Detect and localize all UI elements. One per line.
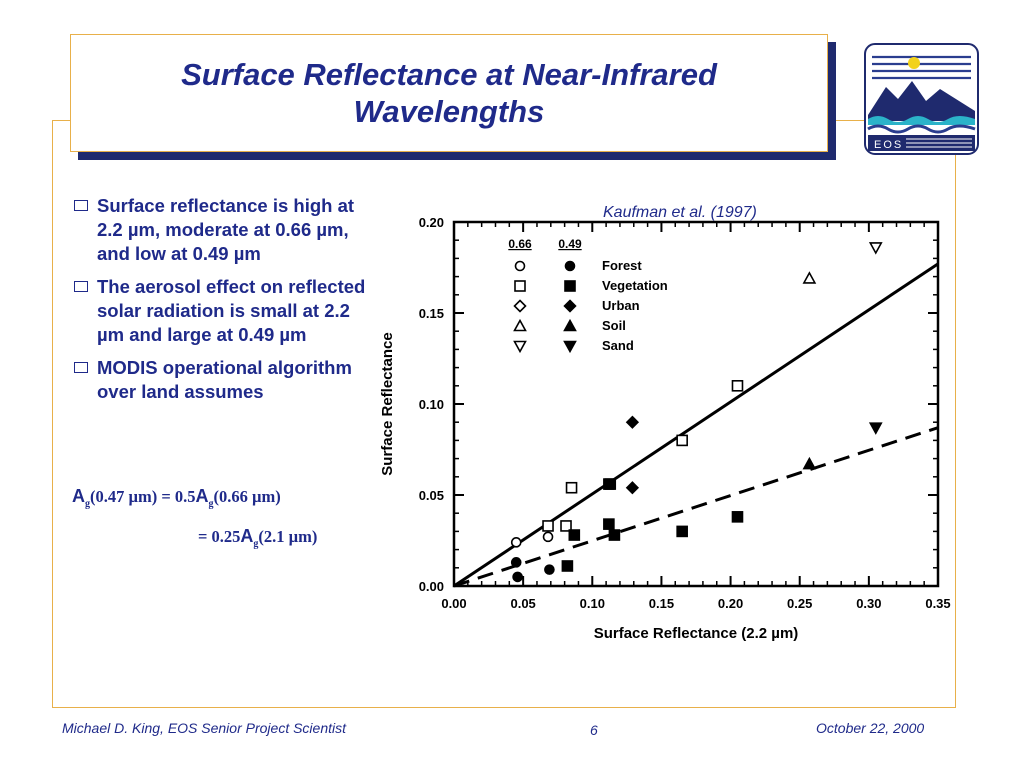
legend-marker bbox=[513, 299, 527, 313]
citation: Kaufman et al. (1997) bbox=[603, 204, 757, 221]
data-point bbox=[542, 531, 554, 543]
data-point bbox=[544, 564, 555, 575]
data-point bbox=[608, 529, 621, 541]
data-point bbox=[565, 481, 578, 494]
legend-label: Sand bbox=[602, 338, 634, 353]
bullet-text: Surface reflectance is high at 2.2 µm, m… bbox=[97, 195, 355, 264]
data-point bbox=[868, 422, 883, 435]
legend-label: Urban bbox=[602, 298, 640, 313]
y-tick-label: 0.15 bbox=[419, 306, 444, 321]
data-point bbox=[802, 271, 817, 284]
legend-marker bbox=[513, 340, 527, 354]
bullet-item: MODIS operational algorithm over land as… bbox=[72, 356, 372, 404]
legend-marker bbox=[564, 280, 576, 292]
bullet-item: The aerosol effect on reflected solar ra… bbox=[72, 275, 372, 347]
title-box: Surface Reflectance at Near-Infrared Wav… bbox=[70, 34, 828, 152]
legend-marker bbox=[564, 260, 576, 272]
legend-header: 0.49 bbox=[558, 237, 582, 251]
data-point bbox=[676, 525, 688, 538]
y-axis-label: Surface Reflectance bbox=[379, 332, 396, 475]
data-point bbox=[510, 557, 522, 568]
bullet-box-icon bbox=[74, 362, 88, 373]
bullet-text: The aerosol effect on reflected solar ra… bbox=[97, 276, 366, 345]
data-point bbox=[542, 520, 554, 532]
legend-label: Soil bbox=[602, 318, 626, 333]
y-tick-label: 0.10 bbox=[419, 397, 444, 412]
equation-1: Ag(0.47 µm) = 0.5Ag(0.66 µm) bbox=[72, 486, 281, 510]
data-point bbox=[625, 481, 640, 495]
equation-2: = 0.25Ag(2.1 µm) bbox=[198, 526, 318, 550]
legend-label: Forest bbox=[602, 258, 642, 273]
x-tick-label: 0.35 bbox=[925, 596, 950, 611]
x-tick-label: 0.05 bbox=[510, 596, 535, 611]
legend-marker bbox=[563, 318, 577, 332]
legend-marker bbox=[563, 340, 577, 354]
bullet-list: Surface reflectance is high at 2.2 µm, m… bbox=[72, 194, 372, 413]
data-point bbox=[868, 242, 883, 255]
legend-marker bbox=[513, 318, 527, 332]
data-point bbox=[603, 518, 615, 530]
bullet-box-icon bbox=[74, 281, 88, 292]
reflectance-scatter-chart: 0.00 0.05 0.10 0.15 0.20 0.25 0.30 0.35 0.00 0.05… bbox=[379, 215, 951, 642]
data-point bbox=[561, 560, 574, 572]
y-tick-label: 0.05 bbox=[419, 488, 444, 503]
data-point bbox=[512, 571, 523, 583]
x-tick-label: 0.15 bbox=[649, 596, 674, 611]
bullet-box-icon bbox=[74, 200, 88, 211]
plot-frame bbox=[452, 220, 940, 588]
y-tick-label: 0.00 bbox=[419, 579, 444, 594]
x-tick-label: 0.00 bbox=[441, 596, 466, 611]
slide-title: Surface Reflectance at Near-Infrared Wav… bbox=[181, 57, 717, 129]
x-axis-label: Surface Reflectance (2.2 µm) bbox=[594, 625, 799, 642]
data-point bbox=[802, 456, 817, 470]
data-point bbox=[560, 520, 572, 532]
data-point bbox=[731, 511, 744, 523]
data-point bbox=[731, 380, 744, 392]
legend-marker bbox=[514, 260, 526, 272]
data-point bbox=[625, 415, 640, 429]
data-point bbox=[568, 529, 581, 541]
x-tick-label: 0.25 bbox=[787, 596, 812, 611]
y-tick-label: 0.20 bbox=[419, 215, 444, 230]
data-point bbox=[510, 537, 522, 548]
fit-line bbox=[453, 426, 939, 588]
legend-marker bbox=[514, 280, 526, 292]
bullet-text: MODIS operational algorithm over land as… bbox=[97, 357, 352, 402]
logo-text: EOS bbox=[874, 139, 903, 151]
data-point bbox=[604, 478, 617, 490]
x-tick-label: 0.10 bbox=[580, 596, 605, 611]
x-tick-label: 0.20 bbox=[718, 596, 743, 611]
legend-header: 0.66 bbox=[508, 237, 532, 251]
data-point bbox=[676, 434, 688, 447]
x-tick-label: 0.30 bbox=[856, 596, 881, 611]
eos-logo: EOS bbox=[864, 43, 979, 155]
footer-page-number: 6 bbox=[590, 722, 598, 738]
footer-author: Michael D. King, EOS Senior Project Scie… bbox=[62, 720, 347, 736]
fit-line bbox=[453, 262, 939, 588]
bullet-item: Surface reflectance is high at 2.2 µm, m… bbox=[72, 194, 372, 266]
legend-marker bbox=[563, 299, 577, 313]
legend-label: Vegetation bbox=[602, 278, 668, 293]
footer-date: October 22, 2000 bbox=[816, 720, 925, 736]
